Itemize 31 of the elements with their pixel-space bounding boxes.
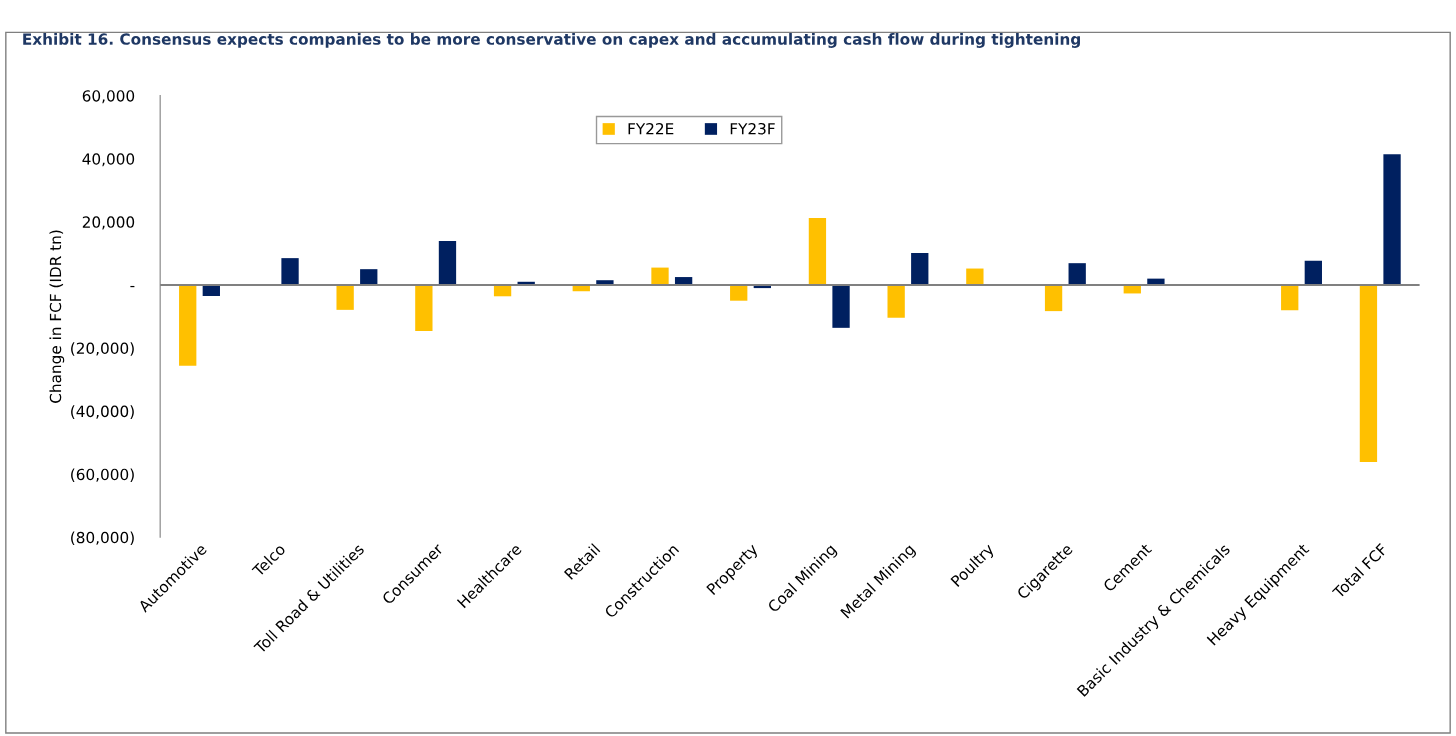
bar [911, 253, 929, 285]
bar [887, 284, 905, 318]
bar [651, 267, 669, 285]
chart-title: Exhibit 16. Consensus expects companies to be more conservative on capex and accumulating cash flow during tightening [23, 33, 1080, 48]
bar [1068, 263, 1086, 285]
bar [808, 218, 827, 285]
legend-label: FY22E [628, 122, 674, 135]
bar [179, 284, 197, 366]
y-tick-label: (40,000) [71, 405, 134, 419]
bar [1044, 284, 1063, 312]
bar [730, 284, 748, 301]
y-axis-title: Change in FCF (IDR tn) [49, 230, 65, 403]
bar [360, 269, 378, 285]
bar [832, 284, 850, 328]
bar [1359, 284, 1378, 462]
legend-label: FY23F [730, 122, 775, 135]
bar [281, 258, 299, 285]
y-tick-label: 60,000 [82, 90, 135, 104]
y-tick-label: - [130, 285, 135, 288]
y-tick-label: (60,000) [71, 468, 134, 483]
bar [1281, 284, 1299, 311]
bar [1304, 260, 1322, 285]
y-tick-label: 20,000 [82, 216, 135, 230]
y-tick-label: (20,000) [71, 342, 134, 356]
bar [1383, 154, 1401, 285]
bar [415, 284, 433, 331]
bar [966, 268, 984, 285]
y-tick-label: 40,000 [82, 153, 135, 167]
bar [336, 284, 354, 310]
bar [438, 241, 457, 285]
y-tick-label: (80,000) [71, 531, 134, 546]
